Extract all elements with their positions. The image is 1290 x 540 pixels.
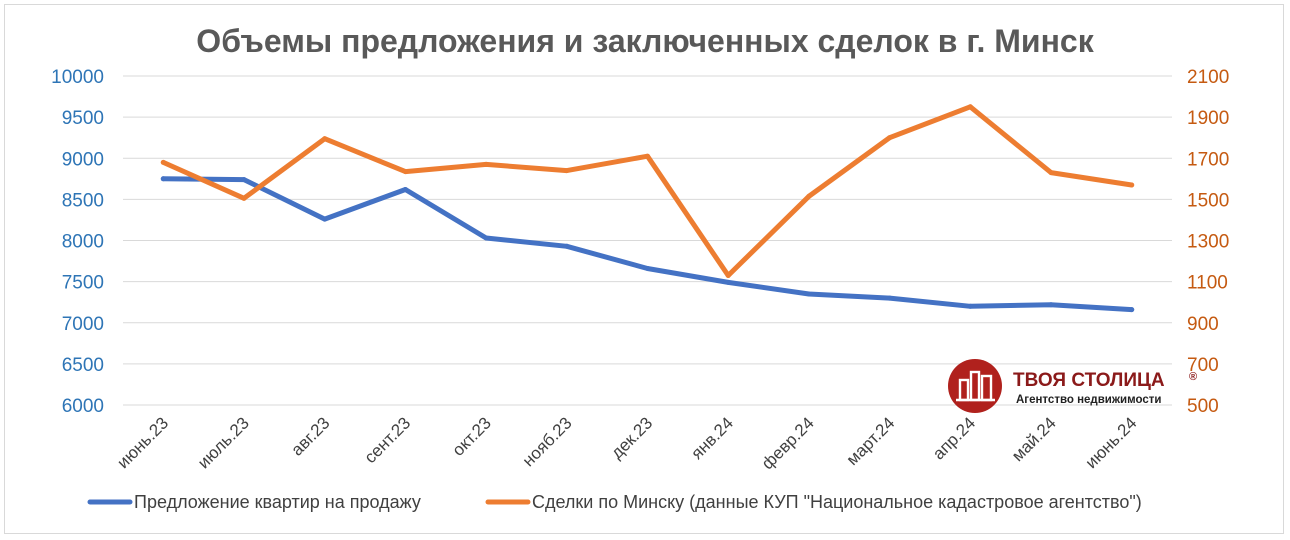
data-point — [887, 135, 893, 141]
right-tick-label: 2100 — [1187, 67, 1229, 88]
data-point — [402, 187, 408, 192]
left-tick-label: 10000 — [51, 67, 104, 88]
x-tick-label: июнь.23 — [113, 413, 172, 472]
data-point — [967, 303, 973, 309]
series-line-2 — [160, 104, 1135, 278]
logo-circle — [948, 359, 1002, 413]
data-point — [645, 266, 650, 271]
logo-name: ТВОЯ СТОЛИЦА — [1013, 370, 1165, 391]
x-tick-label: апр.24 — [929, 413, 979, 463]
legend: Предложение квартир на продажу Сделки по … — [87, 492, 1142, 512]
data-point — [241, 195, 247, 201]
x-tick-label: сент.23 — [361, 413, 415, 467]
left-tick-label: 6500 — [62, 355, 104, 376]
logo: ТВОЯ СТОЛИЦА ® Агентство недвижимости — [948, 359, 1197, 413]
right-tick-label: 900 — [1187, 314, 1219, 335]
legend-label: Предложение квартир на продажу — [134, 492, 421, 512]
x-tick-label: июнь.24 — [1082, 413, 1141, 472]
data-point — [645, 153, 650, 159]
grid-lines — [123, 75, 1172, 406]
series-line-1 — [160, 176, 1135, 313]
right-tick-label: 700 — [1187, 355, 1219, 376]
data-point — [725, 279, 731, 285]
data-point — [483, 235, 489, 241]
data-point — [564, 243, 570, 249]
x-tick-label: май.24 — [1008, 413, 1060, 465]
left-tick-label: 8000 — [62, 232, 104, 253]
left-tick-label: 8500 — [62, 190, 104, 211]
data-point — [1129, 307, 1135, 313]
data-point — [322, 136, 328, 142]
data-point — [483, 161, 489, 167]
x-tick-label: июль.23 — [194, 413, 253, 472]
data-point — [160, 176, 166, 182]
data-point — [967, 104, 973, 110]
data-point — [160, 159, 166, 165]
x-tick-label: дек.23 — [607, 413, 656, 462]
data-point — [241, 177, 247, 183]
right-tick-label: 1500 — [1187, 190, 1229, 211]
data-point — [725, 273, 731, 278]
chart-title: Объемы предложения и заключенных сделок … — [196, 23, 1094, 59]
left-tick-label: 6000 — [62, 396, 104, 417]
right-tick-label: 1900 — [1187, 108, 1229, 129]
right-tick-label: 1700 — [1187, 149, 1229, 170]
data-point — [1048, 302, 1054, 308]
x-tick-label: март.24 — [843, 413, 899, 469]
legend-label: Сделки по Минску (данные КУП "Национальн… — [532, 492, 1142, 512]
x-tick-label: янв.24 — [687, 413, 737, 463]
left-axis-ticks: 10000 9500 9000 8500 8000 7500 7000 6500 6000 — [51, 67, 104, 417]
right-tick-label: 1300 — [1187, 232, 1229, 253]
x-tick-label: нояб.23 — [519, 413, 576, 470]
data-point — [564, 168, 570, 174]
logo-buildings-icon — [956, 370, 995, 402]
data-point — [322, 216, 328, 222]
logo-registered-mark: ® — [1189, 371, 1197, 383]
logo-tagline: Агентство недвижимости — [1016, 394, 1161, 406]
x-tick-label: февр.24 — [758, 413, 818, 473]
right-tick-label: 1100 — [1187, 273, 1228, 294]
x-tick-label: авг.23 — [287, 413, 333, 459]
left-tick-label: 9000 — [62, 149, 104, 170]
left-tick-label: 9500 — [62, 108, 104, 129]
right-tick-label: 500 — [1187, 396, 1219, 417]
x-tick-label: окт.23 — [449, 413, 495, 459]
data-point — [1129, 182, 1135, 188]
data-point — [887, 295, 893, 301]
right-axis-ticks: 2100 1900 1700 1500 1300 1100 900 700 500 — [1187, 67, 1229, 417]
data-point — [806, 291, 812, 297]
left-tick-label: 7000 — [62, 314, 104, 335]
left-tick-label: 7500 — [62, 273, 104, 294]
data-point — [402, 169, 408, 175]
series-lines — [160, 104, 1135, 313]
x-axis-ticks: июнь.23 июль.23 авг.23 сент.23 окт.23 нояб.23… — [113, 413, 1140, 473]
data-point — [806, 193, 812, 199]
data-point — [1048, 170, 1054, 176]
